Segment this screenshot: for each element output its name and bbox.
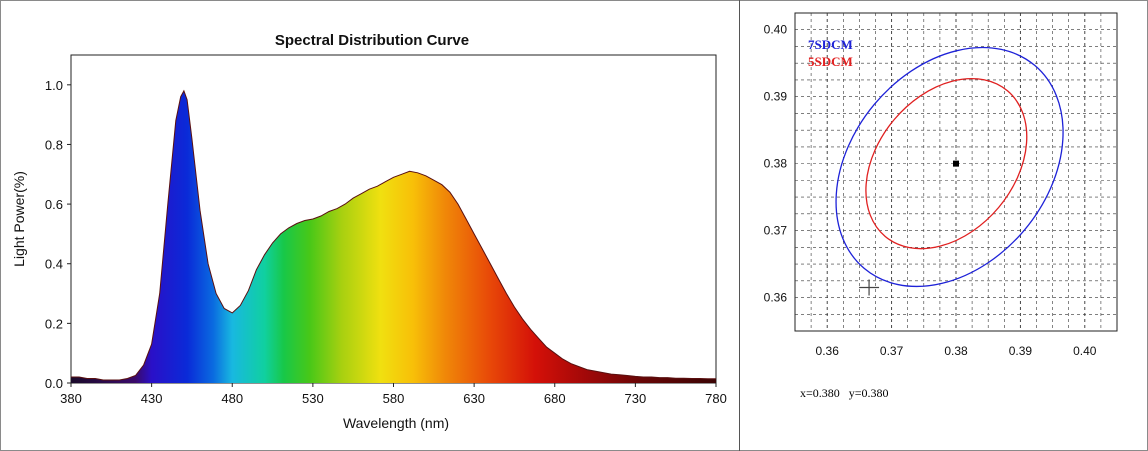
ellipse-7sdcm <box>835 46 1064 288</box>
chromaticity-x-tick-label: 0.36 <box>816 344 840 358</box>
chromaticity-point <box>953 160 959 167</box>
spectrum-y-tick-label: 0.4 <box>45 257 63 272</box>
chromaticity-y-tick-label: 0.38 <box>764 157 788 171</box>
chromaticity-y-tick-label: 0.39 <box>764 90 788 104</box>
spectrum-y-tick-label: 0.0 <box>45 376 63 391</box>
spectrum-x-tick-label: 730 <box>625 391 647 406</box>
spectrum-x-tick-label: 530 <box>302 391 324 406</box>
chromaticity-x-tick-label: 0.39 <box>1009 344 1033 358</box>
spectrum-area-fill <box>71 90 716 384</box>
spectrum-x-tick-label: 630 <box>463 391 485 406</box>
panel-divider <box>739 0 740 451</box>
spectrum-x-tick-label: 380 <box>60 391 82 406</box>
chromaticity-y-tick-label: 0.40 <box>764 23 788 37</box>
chromaticity-x-tick-label: 0.40 <box>1073 344 1097 358</box>
spectrum-y-tick-label: 0.2 <box>45 316 63 331</box>
spectrum-curve-line <box>71 89 716 381</box>
spectrum-x-tick-label: 480 <box>221 391 243 406</box>
spectrum-x-tick-label: 580 <box>383 391 405 406</box>
spectrum-y-tick-label: 1.0 <box>45 78 63 93</box>
chromaticity-y-tick-label: 0.37 <box>764 224 788 238</box>
spectrum-x-tick-label: 430 <box>141 391 163 406</box>
legend-5sdcm: 5SDCM <box>808 54 853 69</box>
legend-7sdcm: 7SDCM <box>808 37 853 52</box>
spectrum-title: Spectral Distribution Curve <box>275 32 469 49</box>
spectrum-y-tick-label: 0.6 <box>45 197 63 212</box>
spectrum-x-tick-label: 680 <box>544 391 566 406</box>
spectrum-y-tick-label: 0.8 <box>45 137 63 152</box>
chromaticity-y-tick-label: 0.36 <box>764 291 788 305</box>
cross-marker <box>859 279 880 296</box>
spectrum-y-axis-label: Light Power(%) <box>11 171 27 267</box>
chromaticity-x-tick-label: 0.38 <box>944 344 968 358</box>
spectrum-x-tick-label: 780 <box>705 391 727 406</box>
ellipse-5sdcm <box>865 77 1028 250</box>
spectrum-x-axis-label: Wavelength (nm) <box>343 415 449 431</box>
chromaticity-x-tick-label: 0.37 <box>880 344 904 358</box>
coordinate-readout: x=0.380 y=0.380 <box>800 386 889 400</box>
